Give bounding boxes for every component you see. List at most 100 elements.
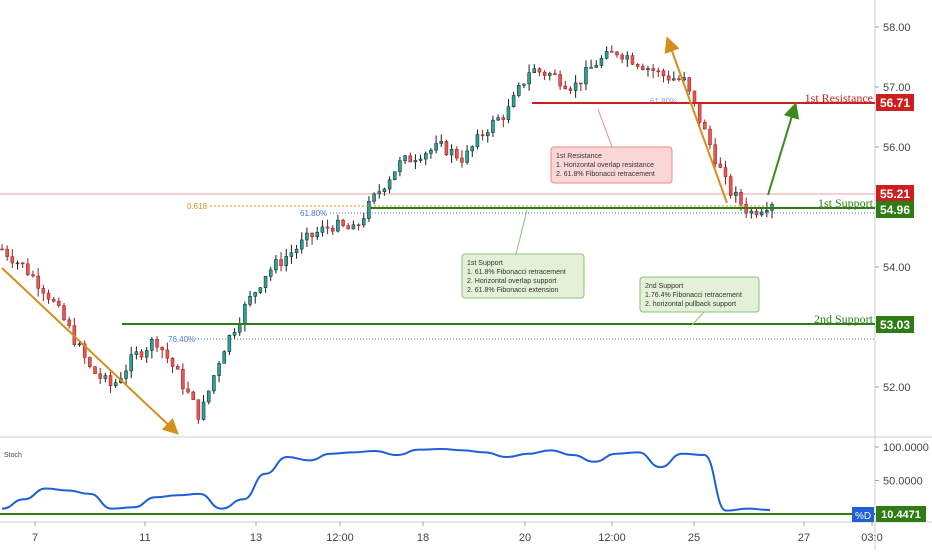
time-tick-label: 12:00: [326, 532, 354, 544]
time-tick-label: 12:00: [598, 532, 626, 544]
stoch-value: 10.4471: [881, 509, 921, 521]
candle-body: [424, 153, 428, 160]
time-tick-label: 03:0: [861, 532, 882, 544]
candle-body: [692, 90, 697, 104]
candle-body: [470, 146, 475, 152]
candle-body: [217, 363, 221, 376]
candle-body: [232, 331, 237, 336]
resistance-note-box: [550, 146, 673, 184]
candle-body: [274, 259, 278, 271]
support2-note-box: [639, 276, 760, 313]
candle-body: [610, 51, 614, 53]
candle-body: [651, 68, 655, 71]
price-tick-label: 54.00: [883, 262, 911, 274]
candle-body: [367, 200, 371, 219]
candle-body: [465, 150, 469, 163]
candle-body: [67, 319, 71, 326]
candle-body: [356, 224, 361, 227]
candle-body: [268, 269, 273, 277]
candle-body: [0, 248, 4, 251]
candle-body: [506, 106, 511, 120]
support-1-badge: [876, 201, 914, 218]
support2-note-line2: 2. horizontal pullback support: [645, 301, 736, 308]
candle-body: [165, 349, 170, 359]
candle-body: [243, 304, 247, 324]
stoch-tick-label: 100.0000: [883, 442, 929, 454]
price-tick-label: 57.00: [883, 82, 911, 94]
candle-body: [713, 144, 717, 165]
candle-body: [517, 85, 521, 96]
candle-body: [346, 225, 350, 230]
candle-body: [568, 88, 573, 91]
candle-body: [718, 163, 723, 168]
resistance-note-line1: 1. Horizontal overlap resistance: [556, 162, 654, 169]
candle-body: [635, 64, 640, 67]
time-tick-label: 27: [798, 532, 810, 544]
candle-body: [491, 119, 495, 133]
candle-body: [563, 85, 568, 90]
candle-body: [93, 366, 97, 375]
candle-body: [455, 149, 459, 159]
candle-body: [155, 339, 159, 348]
candle-body: [728, 176, 733, 196]
candle-body: [579, 82, 583, 85]
price-tick-label: 58.00: [883, 22, 911, 34]
candle-body: [532, 68, 537, 73]
candle-body: [186, 388, 190, 393]
candle-body: [62, 305, 66, 321]
time-tick-label: 20: [519, 532, 531, 544]
candle-body: [672, 78, 676, 81]
candle-body: [36, 275, 40, 289]
candle-body: [403, 155, 407, 162]
candle-body: [584, 67, 588, 85]
candle-body: [501, 117, 506, 120]
candle-body: [377, 191, 381, 195]
candle-body: [299, 239, 304, 250]
resistance-note-line2: 2. 61.8% Fibonacci retracement: [556, 171, 655, 178]
candle-body: [325, 226, 330, 229]
candle-body: [253, 292, 257, 297]
candle-body: [320, 226, 325, 233]
candle-body: [522, 83, 526, 86]
candle-body: [444, 141, 449, 156]
support1-note-line3: 2. 61.8% Fibonacci extension: [467, 287, 559, 294]
fib-618-resistance-label: 61.80%: [650, 97, 677, 106]
fib-618-label: 0.618: [187, 202, 208, 211]
candle-body: [599, 58, 604, 66]
candle-body: [315, 232, 319, 237]
candle-body: [289, 252, 294, 257]
candle-body: [537, 68, 542, 73]
candle-body: [77, 343, 82, 346]
stoch-tick-label: 50.0000: [883, 476, 923, 488]
candle-body: [191, 391, 195, 400]
price-tick-label: 52.00: [883, 382, 911, 394]
price-tick-label: 56.00: [883, 142, 911, 154]
candle-body: [279, 259, 283, 266]
candle-body: [573, 82, 578, 91]
candle-body: [475, 134, 480, 147]
candle-body: [765, 210, 769, 213]
candle-body: [196, 399, 201, 420]
candle-body: [542, 71, 547, 76]
candle-body: [20, 262, 25, 265]
support2-note-title: 2nd Support: [645, 283, 683, 290]
candle-body: [656, 70, 661, 72]
time-tick-label: 11: [139, 532, 150, 544]
support-1-text: 1st Support: [818, 196, 874, 210]
candle-body: [703, 122, 707, 130]
candle-body: [723, 167, 728, 177]
candle-body: [646, 68, 650, 70]
candle-body: [393, 171, 397, 181]
support-2-badge: [876, 316, 914, 333]
candle-body: [98, 373, 102, 379]
candle-body: [759, 211, 764, 216]
candle-body: [687, 77, 692, 92]
time-tick-label: 25: [688, 532, 700, 544]
resistance-note-title: 1st Resistance: [556, 153, 602, 160]
candle-body: [41, 288, 46, 294]
support-1-value: 54.96: [880, 203, 910, 217]
stoch-label: Stoch: [4, 452, 22, 459]
support1-note-line1: 1. 61.8% Fibonacci retracement: [467, 269, 566, 276]
support1-note-box: [461, 253, 585, 299]
candle-body: [248, 295, 252, 305]
